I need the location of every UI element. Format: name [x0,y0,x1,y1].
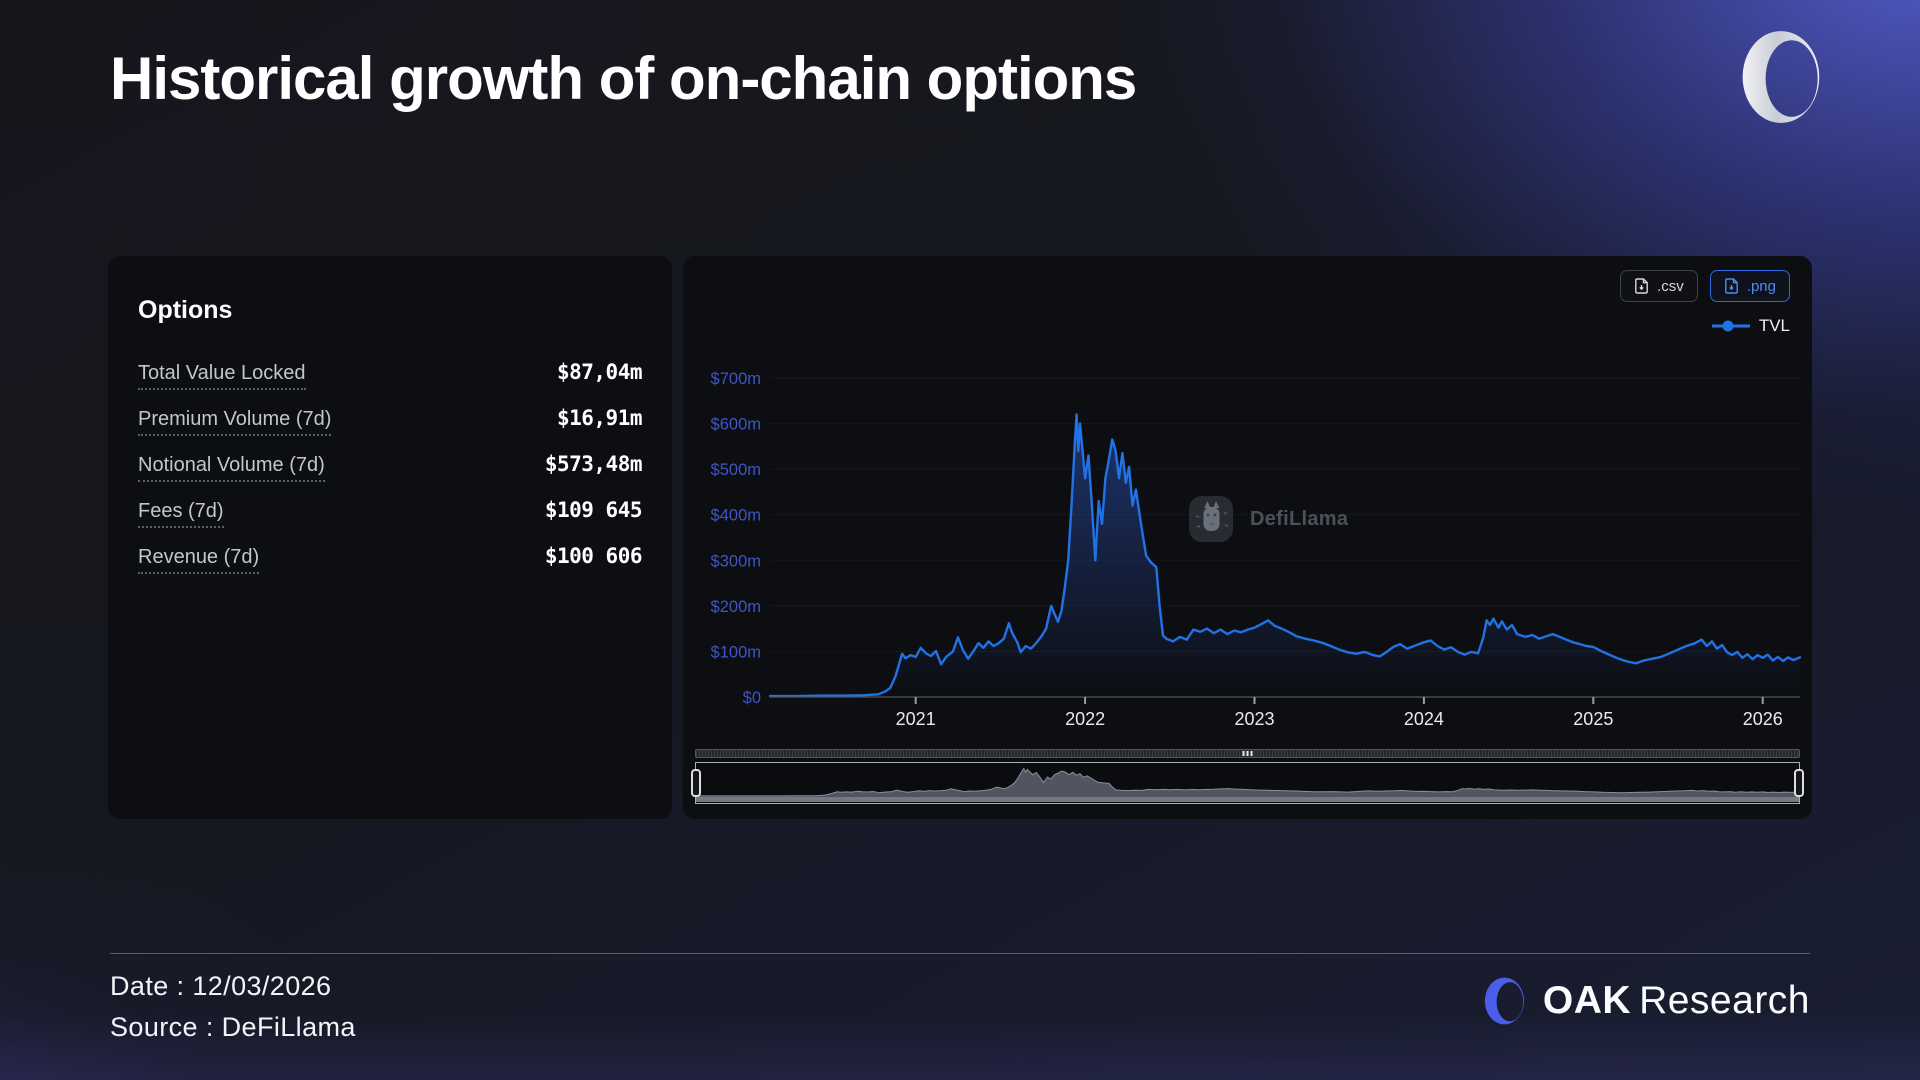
stat-row: Notional Volume (7d) $573,48m [138,452,643,498]
source-label: Source : DeFiLlama [110,1012,356,1042]
export-buttons: .csv .png [1620,270,1790,302]
stat-label: Fees (7d) [138,500,224,528]
defillama-watermark: DefiLlama [1188,494,1348,544]
x-axis-tick-label: 2024 [1404,709,1444,729]
x-axis-tick-label: 2023 [1234,709,1274,729]
date-label: Date : 12/03/2026 [110,971,332,1001]
stat-label: Total Value Locked [138,362,306,390]
range-brush[interactable] [691,762,1804,804]
x-axis-tick-label: 2021 [896,709,936,729]
stat-row: Premium Volume (7d) $16,91m [138,406,643,452]
y-axis-tick-label: $100m [711,643,761,661]
brush-handle-left[interactable] [691,769,701,797]
stat-label: Premium Volume (7d) [138,408,332,436]
chart-panel: 2021 2022 2023 2024 2025 2026 $0 $100m $200m $300… [683,256,1812,819]
stats-heading: Options [138,296,233,324]
stat-label: Notional Volume (7d) [138,454,325,482]
brush-bottom-bar [696,797,1799,802]
file-download-icon [1635,278,1649,294]
x-axis-tick-label: 2022 [1065,709,1105,729]
stat-row: Revenue (7d) $100 606 [138,544,643,590]
zoom-scrollbar[interactable] [695,749,1800,758]
y-axis-tick-label: $600m [711,416,761,434]
stat-row: Total Value Locked $87,04m [138,360,643,406]
download-png-button[interactable]: .png [1709,270,1790,302]
x-axis-tick-label: 2025 [1573,709,1613,729]
stat-label: Revenue (7d) [138,546,260,574]
stat-row: Fees (7d) $109 645 [138,498,643,544]
csv-button-label: .csv [1657,277,1684,295]
stat-value: $109 645 [544,498,643,522]
file-download-icon [1724,278,1738,294]
zoom-scrollbar-grip-icon[interactable] [1242,751,1253,756]
legend-item-tvl[interactable]: TVL [1711,316,1790,336]
y-axis-tick-label: $700m [711,370,761,388]
x-axis-tick-label: 2026 [1743,709,1783,729]
stats-panel: Options Total Value Locked $87,04m Premium… [108,256,672,819]
stat-value: $87,04m [556,360,643,384]
page-title: Historical growth of on-chain options [110,45,1137,112]
stat-value: $16,91m [556,406,643,430]
brand-name-light: Research [1639,979,1810,1022]
png-button-label: .png [1746,277,1776,295]
brush-minichart [696,767,1797,797]
legend-line-marker-icon [1711,320,1750,332]
legend-label: TVL [1758,316,1790,335]
footer-divider [110,953,1810,954]
watermark-label: DefiLlama [1250,507,1349,530]
y-axis-tick-label: $200m [711,598,761,616]
defillama-llama-icon [1189,496,1233,542]
brand-name-bold: OAK [1542,979,1632,1022]
y-axis-tick-label: $400m [711,507,761,525]
download-csv-button[interactable]: .csv [1620,270,1698,302]
oak-ring-logo-icon [1742,31,1820,123]
brush-handle-right[interactable] [1794,769,1804,797]
stat-value: $100 606 [544,544,643,568]
y-axis-tick-label: $0 [743,689,761,707]
tvl-line-chart: 2021 2022 2023 2024 2025 2026 $0 $100m $200m $300… [711,370,1802,729]
footer-meta: Date : 12/03/2026 Source : DeFiLlama [110,966,356,1048]
oak-ring-logo-icon [1484,977,1524,1025]
stat-value: $573,48m [544,452,643,476]
oak-research-brand: OAK Research [1484,976,1810,1026]
y-axis-tick-label: $300m [711,552,761,570]
stats-rows: Total Value Locked $87,04m Premium Volume … [138,360,643,590]
y-axis-tick-label: $500m [711,461,761,479]
brand-text: OAK Research [1543,979,1810,1023]
